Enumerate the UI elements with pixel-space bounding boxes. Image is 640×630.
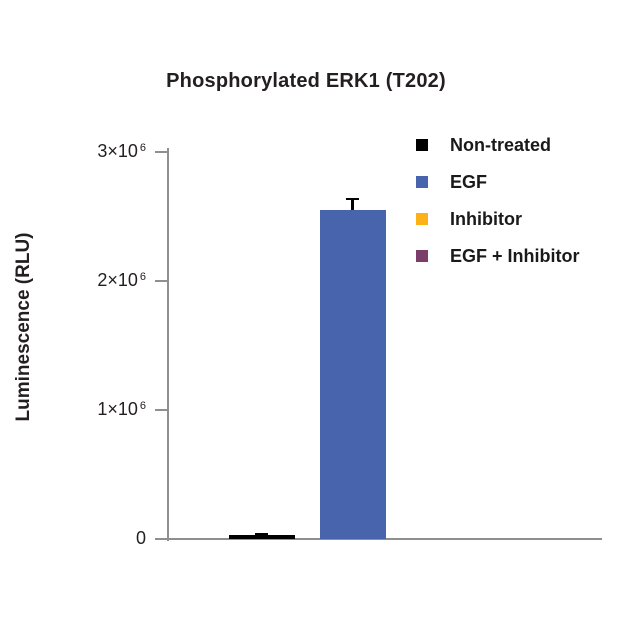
legend-swatch-egf-inhibitor	[416, 250, 428, 262]
legend-swatch-egf	[416, 176, 428, 188]
y-tick-label: 2×10 6	[97, 270, 146, 291]
error-bar-stem-egf	[351, 197, 354, 211]
y-tick-mark	[155, 538, 168, 540]
y-tick-mark	[155, 280, 168, 282]
error-bar-cap-egf	[346, 197, 359, 201]
legend-label-inhibitor: Inhibitor	[450, 208, 522, 229]
legend-label-non-treated: Non-treated	[450, 134, 552, 155]
y-tick-mark	[155, 151, 168, 153]
bar-non-treated	[228, 535, 295, 539]
legend-swatch-inhibitor	[416, 213, 428, 225]
y-tick-exponent: 6	[139, 400, 146, 413]
y-axis-line	[167, 148, 169, 541]
y-tick-mark	[155, 409, 168, 411]
legend-swatch-non-treated	[416, 139, 428, 151]
legend-label-egf: EGF	[450, 171, 488, 192]
legend-item-inhibitor: Inhibitor	[416, 207, 580, 231]
legend-item-non-treated: Non-treated	[416, 133, 580, 157]
chart-title: Phosphorylated ERK1 (T202)	[166, 70, 446, 92]
y-tick-exponent: 6	[139, 271, 146, 284]
y-axis-label: Luminescence (RLU)	[13, 232, 34, 422]
y-tick-label: 0	[135, 528, 146, 549]
x-axis-line	[166, 538, 602, 540]
legend: Non-treated EGF Inhibitor EGF + Inhibitor	[416, 133, 580, 268]
legend-label-egf-inhibitor: EGF + Inhibitor	[450, 245, 580, 266]
y-tick-exponent: 6	[139, 142, 146, 155]
legend-item-egf-inhibitor: EGF + Inhibitor	[416, 244, 580, 268]
bar-egf	[319, 210, 386, 539]
y-tick-label: 3×10 6	[97, 141, 146, 162]
y-tick-label: 1×10 6	[97, 399, 146, 420]
error-bar-cap-non-treated	[255, 533, 268, 536]
legend-item-egf: EGF	[416, 170, 580, 194]
